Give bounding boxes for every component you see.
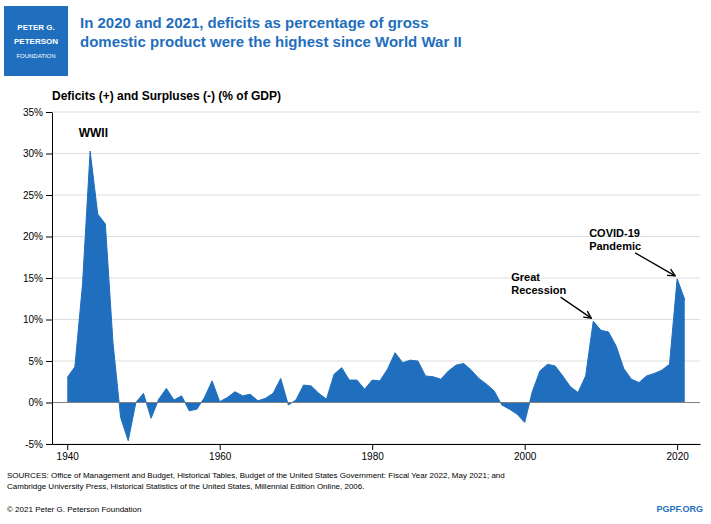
y-tick: 5% [29, 356, 52, 367]
subtitle: Deficits (+) and Surpluses (-) (% of GDP… [52, 89, 281, 103]
x-tick-mark [525, 444, 526, 450]
x-tick-mark [372, 444, 373, 450]
y-tick-mark [46, 403, 52, 404]
x-tick-label: 2020 [667, 451, 690, 462]
annotation-arrow [561, 297, 592, 318]
area [67, 151, 685, 441]
x-tick: 1960 [209, 444, 232, 462]
y-axis: -5% 0% 5% 10% 15% 20% 25% 30% 35% [23, 107, 53, 450]
y-axis-line [52, 113, 53, 445]
data [67, 151, 685, 441]
title-line: domestic product were the highest since … [80, 33, 462, 50]
plot: 1940 1960 1980 2000 2020 -5% 0% 5% 10% 15% 20% 25% 3… [23, 107, 701, 462]
grid-line [52, 112, 700, 113]
x-tick-mark [67, 444, 68, 450]
y-tick-label: 15% [23, 273, 43, 284]
y-tick-mark [46, 278, 52, 279]
annotation: COVID-19Pandemic [589, 227, 641, 252]
y-tick-label: 20% [23, 231, 43, 242]
footer: SOURCES: Office of Management and Budget… [7, 471, 703, 514]
grid-line [52, 444, 700, 445]
annotation-line: Great [511, 271, 540, 283]
grid [52, 112, 700, 444]
grid-line [52, 153, 700, 154]
sources-line: SOURCES: Office of Management and Budget… [7, 471, 505, 480]
y-tick-mark [46, 154, 52, 155]
title-line: In 2020 and 2021, deficits as percentage… [80, 14, 428, 31]
y-tick-label: 0% [29, 397, 44, 408]
y-tick-label: 25% [23, 190, 43, 201]
title: In 2020 and 2021, deficits as percentage… [80, 14, 462, 50]
y-tick-label: 35% [23, 107, 43, 118]
y-tick-mark [46, 444, 52, 445]
x-axis: 1940 1960 1980 2000 2020 [53, 444, 701, 462]
annotation-line: Recession [511, 284, 566, 296]
logo-text: PETER G. [17, 23, 54, 32]
x-tick-label: 2000 [514, 451, 537, 462]
y-tick: 30% [23, 148, 52, 159]
y-tick-mark [46, 361, 52, 362]
grid-line [52, 319, 700, 320]
y-tick-mark [46, 237, 52, 238]
x-tick: 1980 [362, 444, 385, 462]
chart: PETER G. PETERSON FOUNDATION In 2020 and 20… [0, 0, 711, 524]
annotation-line: COVID-19 [589, 227, 640, 239]
credit: PGPF.ORG [656, 504, 703, 514]
grid-line [52, 402, 700, 403]
y-tick-label: 30% [23, 148, 43, 159]
y-tick: 0% [29, 397, 52, 408]
annotation-arrow [635, 253, 675, 276]
annotation: GreatRecession [511, 271, 566, 296]
x-tick-label: 1940 [57, 451, 80, 462]
x-tick: 2000 [514, 444, 537, 462]
copyright: © 2021 Peter G. Peterson Foundation [7, 505, 141, 514]
x-tick-label: 1980 [362, 451, 385, 462]
logo [4, 6, 68, 76]
x-tick: 2020 [667, 444, 690, 462]
y-tick-mark [46, 320, 52, 321]
logo-text: PETERSON [14, 37, 58, 46]
line [67, 151, 685, 441]
y-tick-label: -5% [25, 439, 43, 450]
x-tick-mark [220, 444, 221, 450]
sources: SOURCES: Office of Management and Budget… [7, 471, 505, 491]
annotation-line: Pandemic [589, 240, 641, 252]
y-tick-label: 5% [29, 356, 44, 367]
y-tick: 20% [23, 231, 52, 242]
y-tick: 35% [23, 107, 52, 118]
grid-line [52, 278, 700, 279]
annotations: WWII GreatRecession COVID-19Pandemic [79, 126, 675, 319]
grid-line [52, 195, 700, 196]
x-axis-line [53, 444, 701, 445]
y-tick-label: 10% [23, 314, 43, 325]
x-tick-mark [677, 444, 678, 450]
y-tick-mark [46, 112, 52, 113]
y-tick: 25% [23, 190, 52, 201]
header: PETER G. PETERSON FOUNDATION In 2020 and 20… [4, 6, 462, 76]
sources-line: Cambridge University Press, Historical S… [7, 482, 365, 491]
y-tick: -5% [25, 439, 52, 450]
annotation: WWII [79, 126, 108, 140]
y-tick: 10% [23, 314, 52, 325]
zero-line [52, 402, 700, 403]
y-tick-mark [46, 195, 52, 196]
y-tick: 15% [23, 273, 52, 284]
x-tick-label: 1960 [209, 451, 232, 462]
x-tick: 1940 [57, 444, 80, 462]
logo-text: FOUNDATION [16, 53, 55, 59]
